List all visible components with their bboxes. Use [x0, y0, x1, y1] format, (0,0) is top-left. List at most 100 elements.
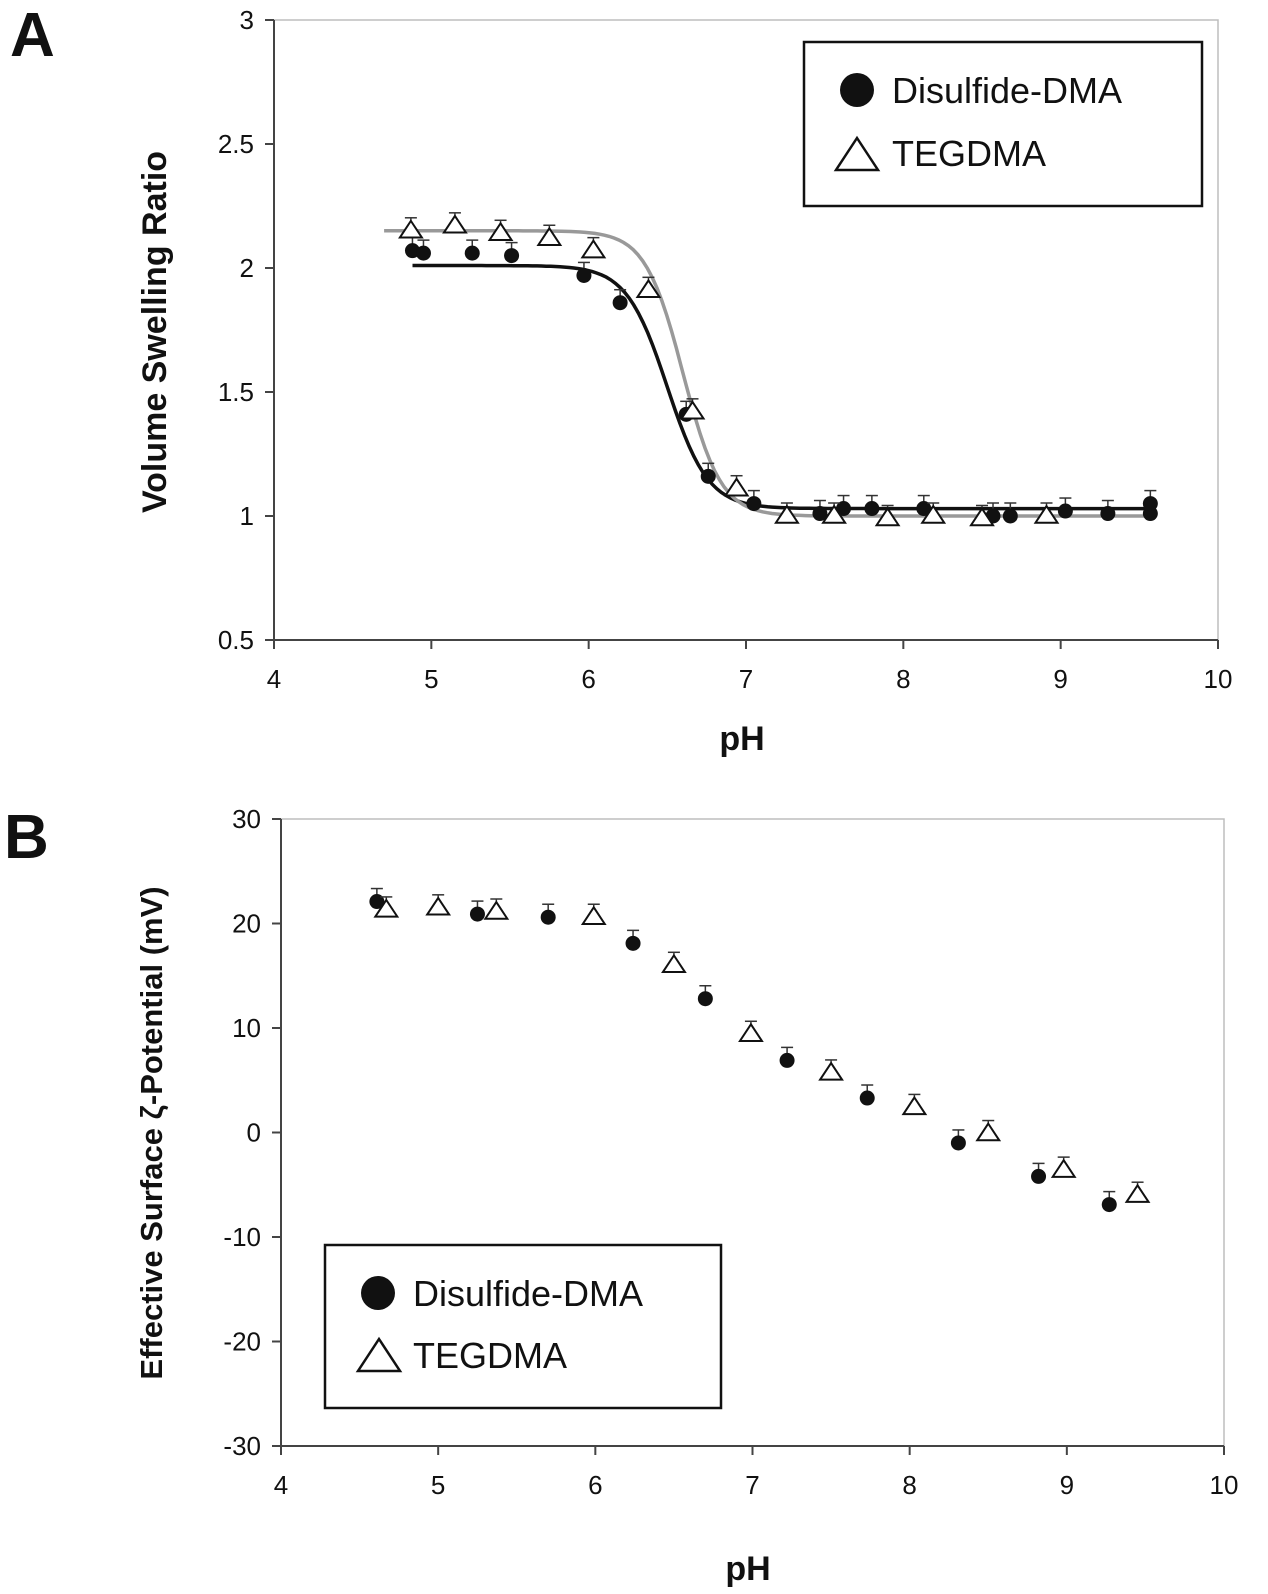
chart-b-y-tick-label: -10	[223, 1222, 261, 1252]
chart-b-point-tegdma	[1050, 1158, 1077, 1178]
chart-a-fit-curve-disulfide	[412, 263, 1151, 511]
chart-a-y-tick-label: 1.5	[218, 377, 254, 407]
legend-b-tegdma-label: TEGDMA	[413, 1335, 567, 1376]
chart-a-point-tegdma	[679, 400, 706, 420]
chart-b-point-disulfide	[1101, 1197, 1117, 1213]
chart-b-point-tegdma	[901, 1095, 928, 1116]
legend-a-tegdma-label: TEGDMA	[892, 133, 1046, 174]
chart-b-point-tegdma	[1124, 1183, 1151, 1203]
chart-a-point-disulfide	[700, 468, 716, 484]
chart-a-point-tegdma	[821, 504, 847, 524]
legend-b-tegdma-marker	[355, 1336, 403, 1373]
chart-a-point-disulfide	[812, 506, 828, 522]
chart-b-point-tegdma	[483, 900, 510, 920]
chart-b-x-tick-label: 6	[588, 1470, 602, 1500]
chart-b-point-disulfide	[1031, 1168, 1047, 1184]
chart-a-y-tick-label: 2.5	[218, 129, 254, 159]
chart-a-point-disulfide	[1002, 508, 1018, 524]
chart-a-point-tegdma	[635, 278, 662, 299]
chart-a-x-tick-label: 4	[267, 664, 281, 694]
chart-b-point-disulfide	[625, 935, 641, 951]
chart-a-point-tegdma	[442, 214, 468, 234]
chart-a-x-tick-label: 8	[896, 664, 910, 694]
chart-a-point-disulfide	[612, 295, 628, 311]
chart-a-point-disulfide	[1057, 503, 1073, 519]
chart-a-point-tegdma	[874, 506, 901, 527]
chart-a-point-disulfide	[746, 496, 762, 512]
chart-a-y-tick-label: 3	[240, 5, 254, 35]
chart-a-x-tick-label: 10	[1204, 664, 1233, 694]
chart-a-point-tegdma	[920, 504, 947, 524]
chart-b-point-tegdma	[661, 953, 687, 974]
chart-b-x-tick-label: 9	[1060, 1470, 1074, 1500]
chart-b-legend-box	[323, 1243, 723, 1410]
chart-a-point-tegdma	[580, 238, 607, 259]
chart-a-point-disulfide	[864, 501, 880, 517]
chart-b-legend: Disulfide-DMA TEGDMA	[323, 1243, 723, 1410]
chart-b-y-tick-label: 0	[247, 1118, 261, 1148]
chart-b-x-tick-label: 7	[745, 1470, 759, 1500]
chart-b-point-tegdma	[975, 1121, 1002, 1142]
chart-a-point-tegdma	[1033, 504, 1060, 524]
chart-a-y-tick-label: 1	[240, 501, 254, 531]
chart-b-point-disulfide	[859, 1090, 875, 1106]
chart-b-y-tick-label: 30	[232, 804, 261, 834]
chart-b-point-disulfide	[697, 991, 713, 1007]
legend-b-disulfide-label: Disulfide-DMA	[413, 1273, 643, 1314]
panel-a-label: A	[10, 1, 55, 70]
chart-b-x-tick-label: 10	[1210, 1470, 1239, 1500]
legend-a-tegdma-marker	[833, 135, 881, 172]
chart-a-y-tick-label: 2	[240, 253, 254, 283]
chart-a-x-tick-label: 5	[424, 664, 438, 694]
chart-b-y-tick-label: -30	[223, 1431, 261, 1461]
chart-b-point-disulfide	[469, 906, 485, 922]
chart-b-x-tick-label: 4	[274, 1470, 288, 1500]
chart-b-point-tegdma	[580, 905, 607, 925]
chart-a-point-disulfide	[464, 245, 480, 261]
chart-b-point-disulfide	[369, 894, 385, 910]
chart-a-legend-box	[802, 40, 1204, 208]
chart-b-x-tick-label: 5	[431, 1470, 445, 1500]
chart-b-x-axis-label: pH	[725, 1550, 770, 1588]
chart-b-point-tegdma	[738, 1022, 764, 1042]
chart-a-legend: Disulfide-DMA TEGDMA	[802, 40, 1204, 208]
chart-a-point-disulfide	[1100, 506, 1116, 522]
chart-a-point-disulfide	[1142, 496, 1158, 512]
chart-a-point-tegdma	[774, 504, 800, 524]
chart-a-x-tick-label: 9	[1053, 664, 1067, 694]
chart-a-point-disulfide	[836, 501, 852, 517]
legend-a-disulfide-label: Disulfide-DMA	[892, 70, 1122, 111]
chart-a-y-axis-label: Volume Swelling Ratio	[136, 151, 174, 513]
chart-a-x-tick-label: 6	[581, 664, 595, 694]
chart-b-point-tegdma	[425, 896, 452, 916]
chart-b-point-disulfide	[950, 1135, 966, 1151]
chart-a-point-tegdma	[969, 506, 995, 527]
chart-a-point-disulfide	[576, 267, 592, 283]
chart-a-point-tegdma	[536, 226, 563, 246]
chart-b-point-tegdma	[373, 898, 400, 918]
chart-a-point-tegdma	[723, 476, 750, 497]
chart-b-y-tick-label: 20	[232, 909, 261, 939]
chart-a-fit-curve-tegdma	[384, 229, 1151, 518]
chart-b-point-tegdma	[818, 1061, 844, 1081]
chart-a-point-disulfide	[504, 248, 520, 264]
chart-b-y-tick-label: 10	[232, 1013, 261, 1043]
chart-b-x-tick-label: 8	[902, 1470, 916, 1500]
chart-a-point-disulfide	[415, 245, 431, 261]
chart-b-y-tick-label: -20	[223, 1327, 261, 1357]
chart-b: 4 5 6 7 8 9 10 -30 -20 -10 0 10 20 30	[223, 804, 1238, 1500]
chart-a-point-disulfide	[916, 501, 932, 517]
legend-b-disulfide-marker	[361, 1276, 395, 1310]
chart-b-y-axis-label: Effective Surface ζ-Potential (mV)	[134, 886, 169, 1379]
chart-a-x-axis-label: pH	[719, 720, 764, 758]
legend-a-disulfide-marker	[840, 73, 874, 107]
chart-a-point-tegdma	[398, 219, 424, 239]
chart-a-y-tick-label: 0.5	[218, 625, 254, 655]
chart-b-point-disulfide	[540, 909, 556, 925]
chart-a-point-tegdma	[487, 221, 514, 241]
chart-b-point-disulfide	[779, 1052, 795, 1068]
panel-b-label: B	[4, 803, 49, 872]
chart-a-x-tick-label: 7	[739, 664, 753, 694]
chart-a: 4 5 6 7 8 9 10 0.5 1 1.5 2 2.5 3	[218, 5, 1233, 694]
